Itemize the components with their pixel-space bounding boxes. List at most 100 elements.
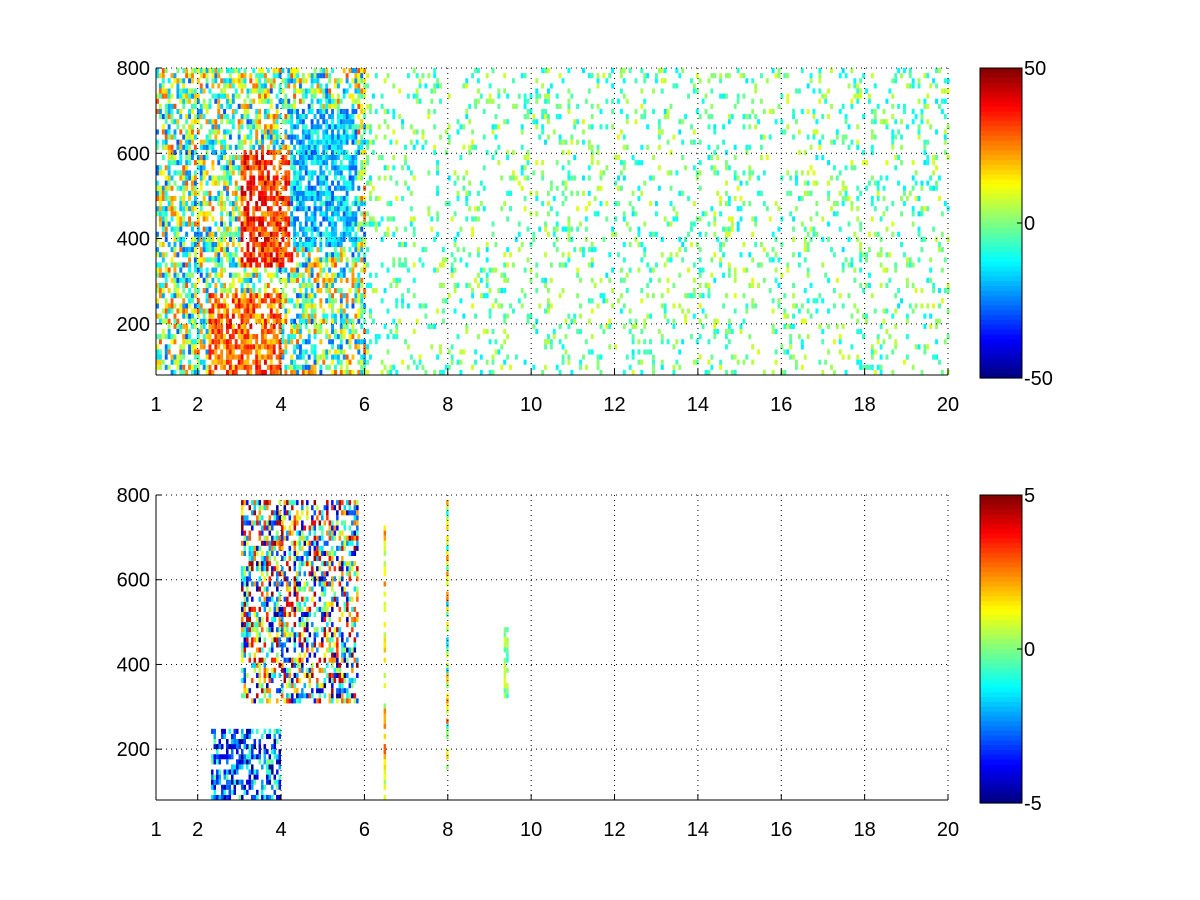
colorbar-step [980, 247, 1022, 253]
heatmap-cell [191, 190, 194, 196]
heatmap-cell [196, 369, 200, 375]
heatmap-cell [161, 288, 165, 294]
heatmap-cell [640, 103, 644, 109]
heatmap-cell [660, 68, 664, 74]
heatmap-cell [220, 149, 224, 155]
heatmap-cell [660, 339, 664, 345]
heatmap-cell [278, 73, 282, 79]
heatmap-cell [929, 175, 933, 181]
heatmap-cell [298, 262, 302, 268]
heatmap-cell [342, 318, 346, 324]
heatmap-cell [322, 277, 326, 283]
heatmap-cell [226, 769, 229, 775]
heatmap-cell [275, 241, 279, 248]
heatmap-cell [339, 98, 343, 104]
heatmap-cell [354, 139, 358, 145]
heatmap-cell [281, 195, 285, 202]
heatmap-cell [272, 247, 276, 253]
colorbar-step [980, 315, 1022, 321]
heatmap-cell [164, 139, 168, 145]
heatmap-cell [284, 170, 288, 176]
heatmap-cell [926, 73, 930, 79]
heatmap-cell [640, 328, 644, 335]
heatmap-cell [293, 190, 297, 196]
heatmap-cell [389, 369, 393, 375]
heatmap-cell [173, 282, 177, 289]
heatmap-cell [331, 313, 334, 319]
heatmap-cell [199, 257, 203, 263]
heatmap-cell [549, 339, 553, 345]
heatmap-cell [167, 323, 171, 329]
heatmap-cell [228, 98, 232, 104]
heatmap-cell [383, 119, 387, 125]
heatmap-cell [873, 369, 877, 375]
heatmap-cell [226, 288, 229, 294]
heatmap-cell [220, 165, 224, 171]
heatmap-cell [360, 170, 364, 176]
heatmap-cell [514, 175, 518, 181]
heatmap-cell [523, 293, 527, 299]
heatmap-cell [261, 339, 264, 345]
heatmap-cell [298, 149, 302, 155]
heatmap-cell [923, 144, 927, 150]
heatmap-cell [333, 98, 337, 104]
heatmap-cell [258, 73, 262, 79]
heatmap-cell [202, 190, 206, 196]
heatmap-cell [310, 195, 314, 202]
x-tick-label: 2 [192, 394, 203, 416]
heatmap-cell [263, 165, 267, 171]
heatmap-cell [269, 98, 273, 104]
heatmap-cell [223, 83, 227, 89]
heatmap-cell [386, 369, 390, 375]
heatmap-cell [252, 68, 256, 74]
heatmap-cell [325, 88, 329, 94]
heatmap-cell [188, 298, 192, 304]
heatmap-cell [363, 114, 367, 120]
heatmap-cell [290, 139, 294, 145]
heatmap-cell [605, 272, 609, 278]
heatmap-cell [226, 195, 229, 202]
heatmap-cell [450, 354, 454, 360]
heatmap-cell [313, 68, 317, 74]
heatmap-cell [208, 144, 212, 150]
heatmap-cell [433, 267, 437, 273]
heatmap-cell [182, 288, 186, 294]
heatmap-cell [727, 339, 731, 345]
heatmap-cell [526, 114, 530, 120]
heatmap-cell [844, 119, 848, 125]
heatmap-cell [164, 318, 168, 324]
heatmap-cell [590, 308, 594, 314]
heatmap-cell [316, 88, 320, 94]
heatmap-cell [179, 293, 183, 299]
heatmap-cell [859, 257, 863, 263]
heatmap-cell [491, 154, 495, 161]
heatmap-cell [316, 124, 320, 130]
heatmap-cell [401, 124, 405, 130]
heatmap-cell [196, 354, 200, 360]
heatmap-cell [214, 175, 218, 181]
heatmap-cell [821, 328, 825, 335]
heatmap-cell [692, 83, 696, 89]
heatmap-cell [202, 364, 206, 370]
heatmap-cell [246, 257, 250, 263]
heatmap-cell [246, 247, 250, 253]
heatmap-cell [695, 359, 699, 365]
heatmap-cell [689, 124, 693, 130]
heatmap-cell [304, 211, 308, 217]
heatmap-cell [800, 303, 804, 309]
grid-lines [156, 67, 949, 375]
heatmap-cell [535, 195, 539, 202]
heatmap-cell [932, 303, 936, 309]
heatmap-cell [576, 119, 580, 125]
heatmap-cell [307, 180, 311, 186]
heatmap-cell [298, 185, 302, 191]
heatmap-cell [535, 160, 539, 166]
heatmap-cell [920, 369, 924, 375]
heatmap-cell [771, 369, 775, 375]
heatmap-cell [762, 369, 766, 375]
heatmap-cell [351, 267, 355, 273]
heatmap-cell [792, 236, 796, 242]
heatmap-cell [792, 323, 796, 329]
heatmap-cell [269, 364, 273, 370]
heatmap-cell [252, 247, 256, 253]
